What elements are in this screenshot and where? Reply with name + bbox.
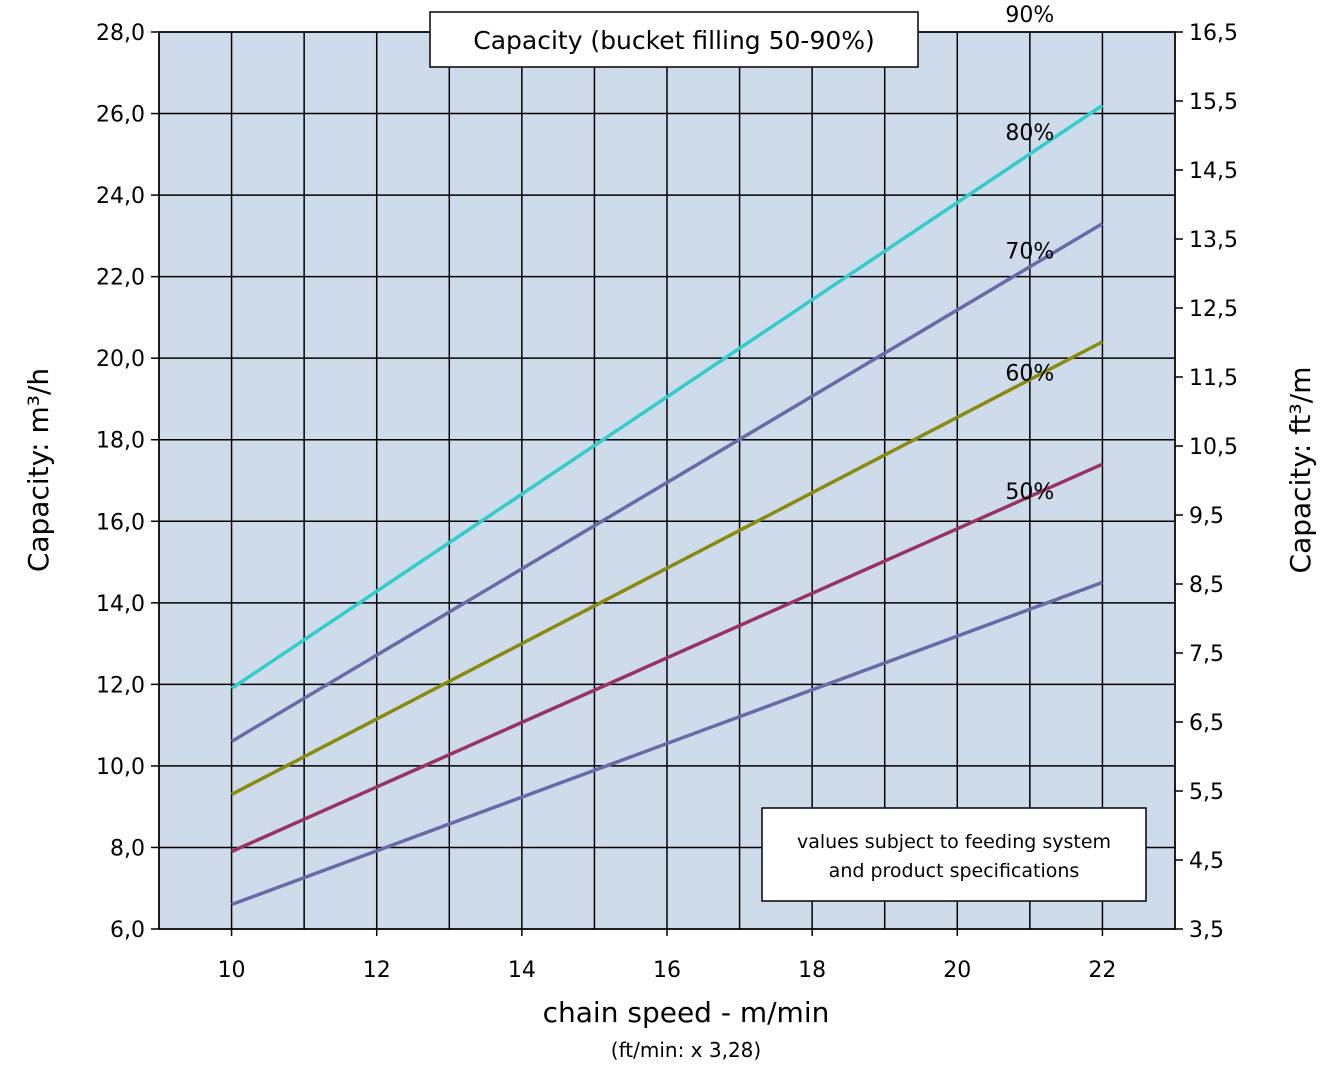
series-label: 80% (1005, 121, 1054, 146)
x-tick-label: 20 (943, 958, 971, 983)
x-axis-title: chain speed - m/min (543, 996, 830, 1029)
y-right-tick-label: 4,5 (1189, 849, 1224, 874)
y-left-tick-label: 20,0 (96, 347, 145, 372)
y-right-tick-label: 14,5 (1189, 159, 1238, 184)
grid-lines (158, 31, 1176, 930)
series-line (230, 103, 1104, 690)
x-axis-subtitle: (ft/min: x 3,28) (611, 1038, 761, 1062)
title-box: Capacity (bucket filling 50-90%) (429, 11, 919, 68)
y-right-tick-label: 16,5 (1189, 21, 1238, 46)
y-axis-left-title: Capacity: m³/h (22, 368, 55, 572)
x-tick-label: 14 (508, 958, 536, 983)
y-axis-right-title: Capacity: ft³/m (1284, 367, 1317, 574)
series-label: 60% (1005, 362, 1054, 387)
series-line (230, 222, 1104, 743)
note-box: values subject to feeding system and pro… (761, 807, 1147, 902)
note-line-1: values subject to feeding system (797, 831, 1111, 853)
x-tick-label: 10 (218, 958, 246, 983)
y-right-tick-label: 10,5 (1189, 435, 1238, 460)
y-left-tick-label: 8,0 (110, 836, 145, 861)
series-lines (230, 103, 1104, 907)
y-left-tick-label: 14,0 (96, 592, 145, 617)
series-line (230, 340, 1104, 797)
x-tick-label: 16 (653, 958, 681, 983)
note-line-2: and product specifications (829, 860, 1080, 882)
series-line (230, 462, 1104, 854)
chart-title: Capacity (bucket filling 50-90%) (473, 26, 875, 55)
x-tick-label: 12 (363, 958, 391, 983)
y-right-tick-label: 8,5 (1189, 573, 1224, 598)
axis-ticks: 10 12 14 16 18 20 22 6,0 8,0 10,0 12,0 14,0 16,0 18,0… (96, 21, 1238, 983)
series-label: 70% (1005, 239, 1054, 264)
y-right-tick-label: 6,5 (1189, 711, 1224, 736)
series-label: 50% (1005, 480, 1054, 505)
series-labels: 90% 80% 70% 60% 50% (1005, 3, 1054, 505)
y-right-tick-label: 9,5 (1189, 504, 1224, 529)
y-left-tick-label: 26,0 (96, 103, 145, 128)
series-line (230, 580, 1104, 907)
y-right-tick-label: 15,5 (1189, 90, 1238, 115)
x-tick-label: 18 (798, 958, 826, 983)
y-left-tick-label: 16,0 (96, 510, 145, 535)
y-right-tick-label: 3,5 (1189, 918, 1224, 943)
y-right-tick-label: 5,5 (1189, 780, 1224, 805)
y-left-tick-label: 12,0 (96, 673, 145, 698)
y-left-tick-label: 22,0 (96, 266, 145, 291)
y-right-tick-label: 13,5 (1189, 228, 1238, 253)
y-left-tick-label: 28,0 (96, 21, 145, 46)
y-left-tick-label: 24,0 (96, 184, 145, 209)
y-left-tick-label: 18,0 (96, 429, 145, 454)
y-left-tick-label: 10,0 (96, 755, 145, 780)
series-label: 90% (1005, 3, 1054, 28)
y-right-tick-label: 12,5 (1189, 297, 1238, 322)
y-right-tick-label: 11,5 (1189, 366, 1238, 391)
x-tick-label: 22 (1088, 958, 1116, 983)
y-right-tick-label: 7,5 (1189, 642, 1224, 667)
y-left-tick-label: 6,0 (110, 918, 145, 943)
